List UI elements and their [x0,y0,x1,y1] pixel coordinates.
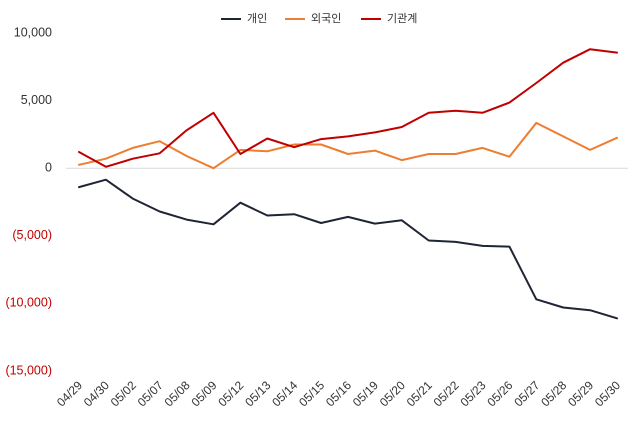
legend-label: 외국인 [311,12,341,25]
y-tick-label: (15,000) [5,363,52,377]
series-line-2 [78,48,618,168]
legend-label: 기관계 [387,12,417,25]
series-line-0 [78,178,618,320]
y-tick-label: (10,000) [5,296,52,310]
x-tick-label: 04/29 [54,378,85,409]
x-tick-label: 05/15 [296,378,327,409]
x-tick-label: 05/30 [592,378,623,409]
x-tick-label: 05/23 [457,378,488,409]
series-line-1 [78,121,618,170]
x-tick-label: 05/22 [431,378,462,409]
x-tick-label: 05/07 [135,378,166,409]
x-tick-label: 05/28 [538,378,569,409]
x-tick-label: 05/02 [108,378,139,409]
x-tick-label: 04/30 [81,378,112,409]
x-tick-label: 05/27 [511,378,542,409]
x-tick-label: 05/19 [350,378,381,409]
x-tick-label: 05/09 [188,378,219,409]
y-tick-label: 10,000 [14,25,52,39]
x-tick-label: 05/16 [323,378,354,409]
y-tick-label: (5,000) [12,228,52,242]
legend-label: 개인 [247,12,267,25]
x-axis: 04/2904/3005/0205/0705/0805/0905/1205/13… [54,378,623,409]
x-tick-label: 05/12 [215,378,246,409]
x-tick-label: 05/13 [242,378,273,409]
x-tick-label: 05/14 [269,378,300,409]
x-tick-label: 05/29 [565,378,596,409]
y-tick-label: 0 [45,160,52,174]
x-tick-label: 05/26 [484,378,515,409]
x-tick-label: 05/21 [404,378,435,409]
y-axis: 10,000 5,000 0 (5,000) (10,000) (15,000) [5,25,52,377]
series-lines [78,48,618,320]
y-tick-label: 5,000 [21,93,52,107]
chart-legend: 개인 외국인 기관계 [221,12,417,25]
x-tick-label: 05/20 [377,378,408,409]
x-tick-label: 05/08 [162,378,193,409]
